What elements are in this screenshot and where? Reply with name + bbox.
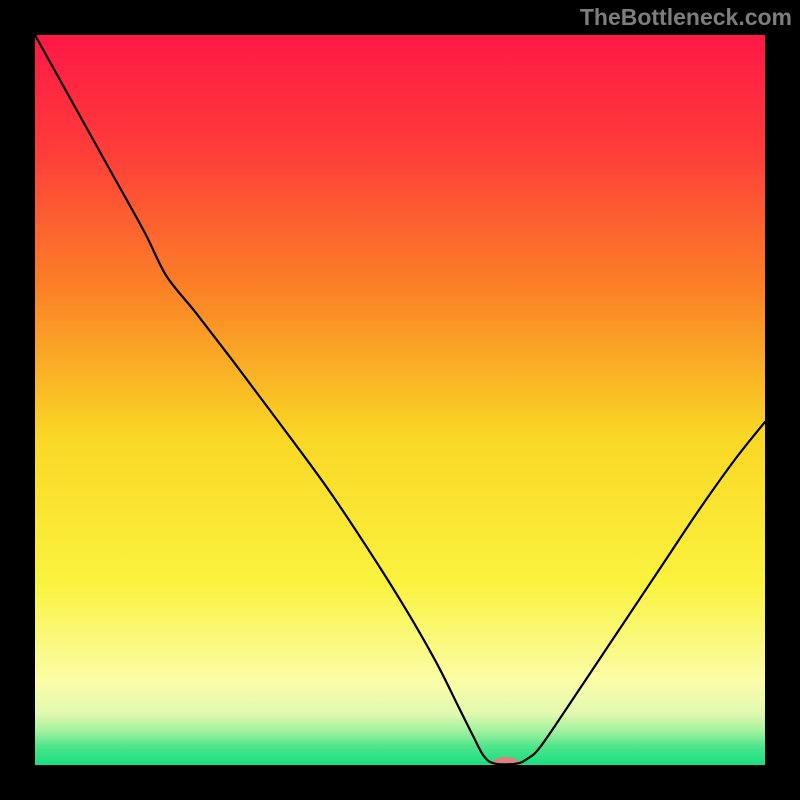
- chart-frame: TheBottleneck.com: [0, 0, 800, 800]
- plot-area: [35, 35, 765, 765]
- watermark-text: TheBottleneck.com: [580, 4, 792, 31]
- gradient-background: [35, 35, 765, 765]
- plot-svg: [35, 35, 765, 765]
